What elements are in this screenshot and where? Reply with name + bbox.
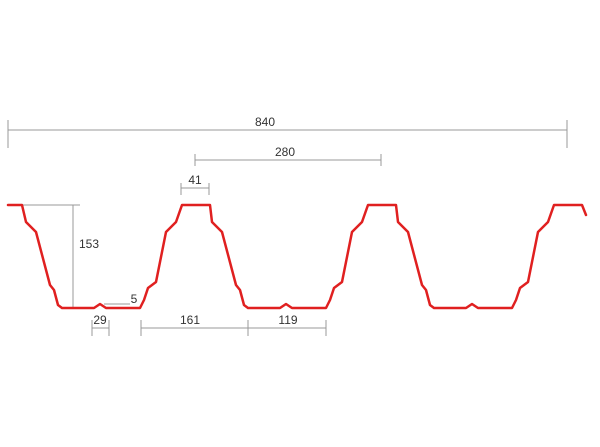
dim-label: 41 [188,173,202,187]
dim-153 [22,204,80,308]
dim-label: 161 [180,313,200,327]
dim-label: 119 [278,313,297,327]
dim-label: 5 [131,292,138,306]
dim-label: 153 [79,237,99,251]
dim-280 [194,154,382,166]
dim-119 [248,320,327,336]
dim-label: 29 [93,313,107,327]
sheet-profile [6,203,588,310]
dim-41 [180,183,210,195]
dimension-lines [7,120,568,336]
dim-840 [7,120,568,148]
dim-label: 840 [255,115,275,129]
dim-29 [91,320,110,336]
dim-label: 280 [275,145,295,159]
